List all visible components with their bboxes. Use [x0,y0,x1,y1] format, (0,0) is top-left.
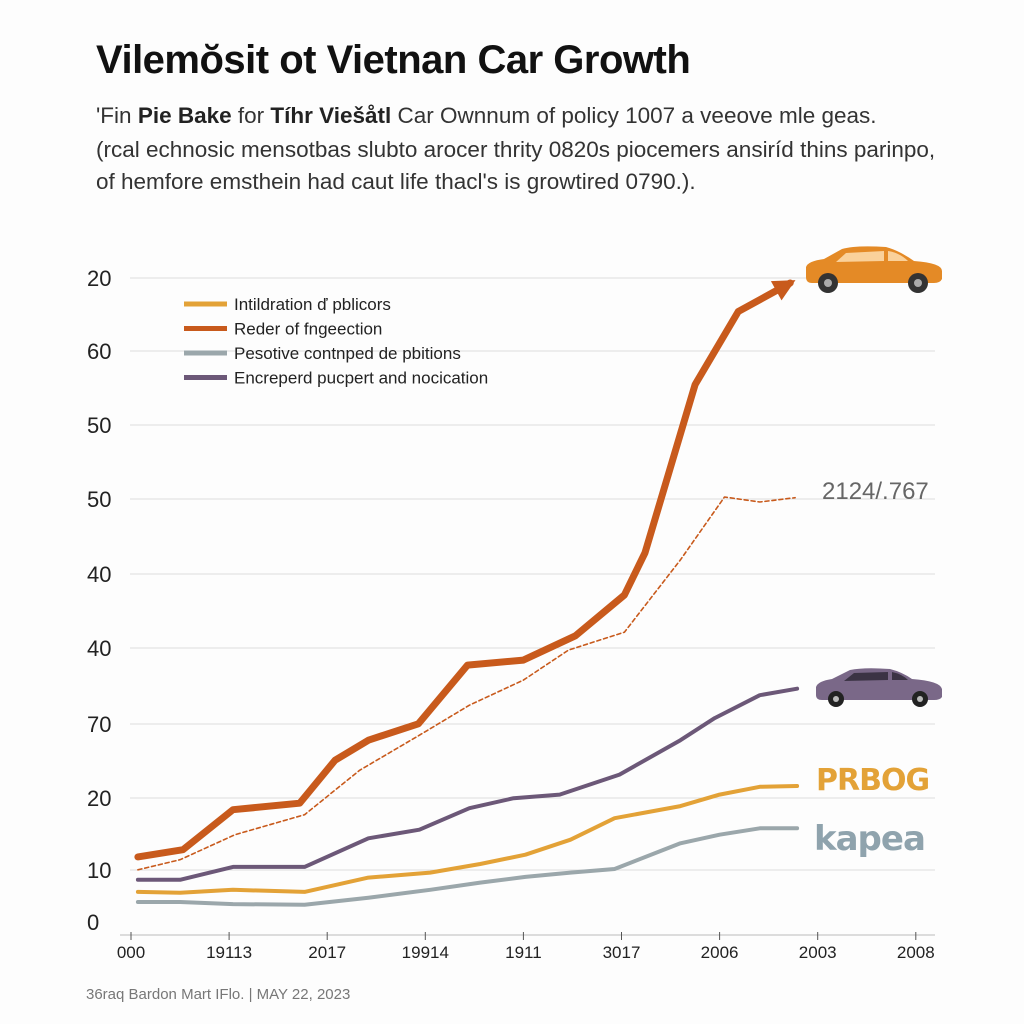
series-line [134,279,794,861]
subtitle-bold: Pie Bake [137,103,232,128]
x-tick-label: 19113 [206,943,252,962]
legend-label: Pesotive contnped de pbitions [234,344,461,363]
brand-logo-gray: kapea [814,819,925,859]
subtitle-line-2: (rcal echnosic mensotbas slubto arocer t… [96,137,936,162]
subtitle-line-3: of hemfore emsthein had caut life thacl'… [96,169,696,194]
subtitle-text: 'Fin [96,103,138,128]
footer-source: 36raq Bardon Mart IFlo. | MAY 22, 2023 [86,986,351,1003]
y-tick-label: 0 [87,910,99,935]
series-line [135,826,800,907]
x-tick-label: 2006 [701,943,739,962]
annotation-label: 2124/.767 [822,478,929,505]
arrow-head-icon [770,280,796,301]
brand-logo-orange: PRBOG [816,763,929,798]
series-line [137,496,796,871]
y-tick-label: 40 [87,562,111,587]
y-tick-label: 50 [87,487,111,512]
y-tick-label: 70 [87,712,111,737]
y-tick-label: 40 [87,636,111,661]
chart-title: Vilemŏsit ot Vietnan Car Growth [96,38,691,82]
y-tick-label: 60 [87,339,111,364]
x-tick-label: 2003 [799,943,837,962]
y-tick-label: 20 [87,266,111,291]
y-tick-label: 20 [87,786,111,811]
legend-label: Intildration ď pblicors [234,295,391,314]
x-tick-label: 3017 [603,943,641,962]
x-tick-label: 000 [117,943,145,962]
x-tick-label: 1911 [505,943,542,962]
series-line [135,784,800,895]
subtitle-text: for [231,103,271,128]
purple-car-icon [816,668,942,707]
subtitle-bold: Tíhr Viešåtl [270,103,392,128]
y-tick-label: 50 [87,413,111,438]
subtitle-text: Car Ownnum of policy 1007 a veeove mle g… [391,103,877,128]
subtitle-line-1: 'Fin Pie Bake for Tíhr Viešåtl Car Ownnu… [96,103,877,129]
series-line [135,686,800,882]
y-tick-label: 10 [87,858,111,883]
x-tick-label: 2017 [308,943,346,962]
legend-label: Encreperd pucpert and nocication [234,369,488,388]
x-tick-label: 2008 [897,943,935,962]
orange-car-icon [806,246,942,293]
x-tick-label: 19914 [402,943,449,962]
legend-label: Reder of fngeection [234,320,382,339]
